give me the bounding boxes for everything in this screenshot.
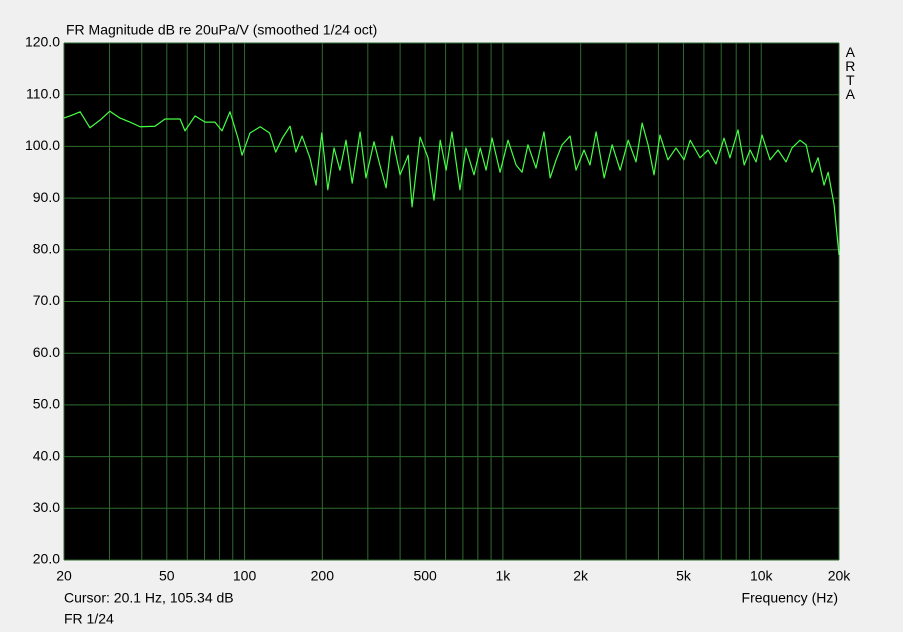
x-axis-label: Frequency (Hz) <box>742 590 838 606</box>
y-tick-label: 100.0 <box>25 137 60 153</box>
watermark: ARTA <box>842 44 858 100</box>
x-tick-label: 50 <box>159 568 175 584</box>
y-tick-label: 50.0 <box>33 396 60 412</box>
y-tick-label: 110.0 <box>26 85 60 101</box>
x-tick-label: 100 <box>233 568 257 584</box>
x-tick-label: 1k <box>496 568 512 584</box>
cursor-readout: Cursor: 20.1 Hz, 105.34 dB <box>64 590 234 606</box>
series-line <box>63 110 840 256</box>
y-tick-label: 80.0 <box>33 241 60 257</box>
x-tick-label: 2k <box>573 568 589 584</box>
y-tick-label: 70.0 <box>33 292 60 308</box>
y-tick-label: 20.0 <box>33 551 60 567</box>
x-tick-label: 20k <box>828 568 852 584</box>
chart-title: FR Magnitude dB re 20uPa/V (smoothed 1/2… <box>66 22 377 38</box>
legend-label: FR 1/24 <box>64 611 114 627</box>
y-tick-label: 120.0 <box>25 34 60 50</box>
x-tick-label: 10k <box>750 568 774 584</box>
y-tick-label: 90.0 <box>33 189 60 205</box>
x-tick-label: 500 <box>413 568 437 584</box>
x-tick-label: 5k <box>676 568 692 584</box>
y-tick-label: 30.0 <box>33 499 60 515</box>
x-tick-label: 200 <box>311 568 335 584</box>
y-tick-label: 40.0 <box>33 447 60 463</box>
x-tick-label: 20 <box>56 568 72 584</box>
y-tick-label: 60.0 <box>33 344 60 360</box>
